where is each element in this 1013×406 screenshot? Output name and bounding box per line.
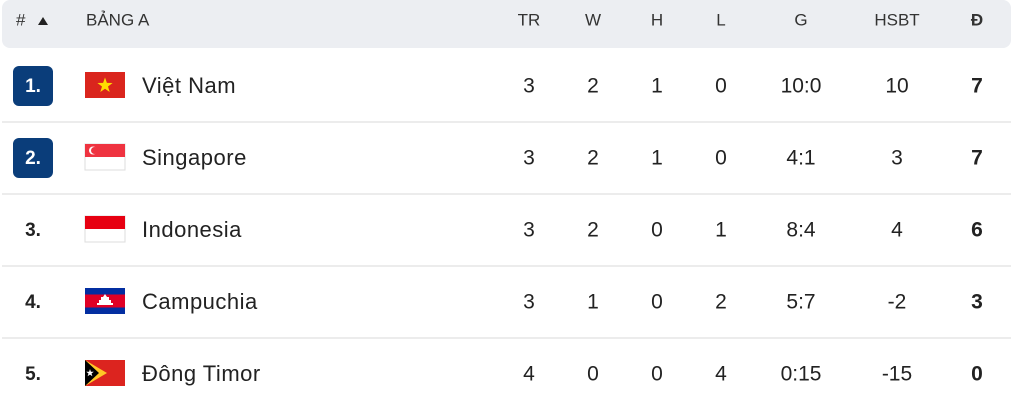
stat-cell: 10 <box>885 75 908 98</box>
stat-cell: 4 <box>715 363 727 386</box>
table-row[interactable]: 3. Indonesia 3 2 0 1 8:4 4 6 <box>25 215 983 243</box>
table-row[interactable]: 1. Việt Nam 3 2 1 0 10:0 10 7 <box>13 66 983 106</box>
team-flag <box>85 288 125 314</box>
stat-cell: 10:0 <box>781 75 822 98</box>
stat-cell: 4:1 <box>786 147 815 170</box>
column-header: HSBT <box>874 10 919 29</box>
stat-cell: 4 <box>891 219 903 242</box>
team-name: Singapore <box>142 145 247 170</box>
column-header: H <box>651 10 663 29</box>
stat-cell: 1 <box>715 219 727 242</box>
flag-temple <box>97 294 113 305</box>
stat-cell: 2 <box>715 291 727 314</box>
stat-cell: 3 <box>523 219 535 242</box>
team-flag <box>84 143 126 171</box>
team-name: Campuchia <box>142 289 258 314</box>
flag-star <box>86 369 94 377</box>
stat-cell: 3 <box>523 291 535 314</box>
stat-cell: 6 <box>971 219 983 242</box>
table-row[interactable]: 5. Đông Timor 4 0 0 4 0:15 -15 0 <box>25 360 983 386</box>
team-flag <box>85 360 125 386</box>
column-header: Đ <box>971 10 983 29</box>
rank: 2. <box>25 148 41 169</box>
stat-cell: 0 <box>587 363 599 386</box>
sort-arrow[interactable] <box>38 17 48 25</box>
stat-cell: 1 <box>651 75 663 98</box>
team-name: Đông Timor <box>142 361 261 386</box>
flag-crescent-cut <box>91 147 98 154</box>
stat-cell: 0 <box>971 363 983 386</box>
stat-cell: 2 <box>587 75 599 98</box>
stat-cell: -2 <box>888 291 907 314</box>
stat-cell: 0:15 <box>781 363 822 386</box>
stat-cell: 0 <box>715 75 727 98</box>
stat-cell: 7 <box>971 75 983 98</box>
rank-badge <box>13 138 53 178</box>
rank-badge <box>13 66 53 106</box>
stat-cell: 8:4 <box>786 219 816 242</box>
stat-cell: 2 <box>587 219 599 242</box>
stat-cell: 3 <box>891 147 903 170</box>
column-header: W <box>585 10 601 29</box>
stat-cell: 0 <box>651 219 663 242</box>
stat-cell: 1 <box>587 291 599 314</box>
stat-cell: 3 <box>523 147 535 170</box>
stat-cell: 1 <box>651 147 663 170</box>
stat-cell: 7 <box>971 147 983 170</box>
rank: 1. <box>25 76 41 97</box>
flag-star <box>97 77 113 92</box>
column-header: TR <box>518 10 541 29</box>
table-row[interactable]: 4. Campuchia 3 1 0 2 5:7 -2 3 <box>25 288 983 314</box>
rank-header: # <box>16 10 26 29</box>
column-header: G <box>794 10 807 29</box>
column-header: L <box>716 10 725 29</box>
stat-cell: 0 <box>651 363 663 386</box>
team-name: Indonesia <box>142 217 242 242</box>
stat-cell: 0 <box>715 147 727 170</box>
team-name: Việt Nam <box>142 73 236 98</box>
rank: 4. <box>25 292 41 313</box>
team-flag <box>85 72 125 98</box>
group-header: BẢNG A <box>86 10 150 29</box>
stat-cell: 4 <box>523 363 535 386</box>
team-flag <box>84 215 126 243</box>
stat-cell: -15 <box>882 363 912 386</box>
stat-cell: 3 <box>971 291 983 314</box>
rank: 5. <box>25 364 41 385</box>
stat-cell: 2 <box>587 147 599 170</box>
stat-cell: 3 <box>523 75 535 98</box>
rank: 3. <box>25 220 41 241</box>
stat-cell: 5:7 <box>786 291 815 314</box>
header-background <box>2 0 1011 48</box>
stat-cell: 0 <box>651 291 663 314</box>
table-row[interactable]: 2. Singapore 3 2 1 0 4:1 3 7 <box>13 138 983 178</box>
flag-band <box>85 216 125 229</box>
